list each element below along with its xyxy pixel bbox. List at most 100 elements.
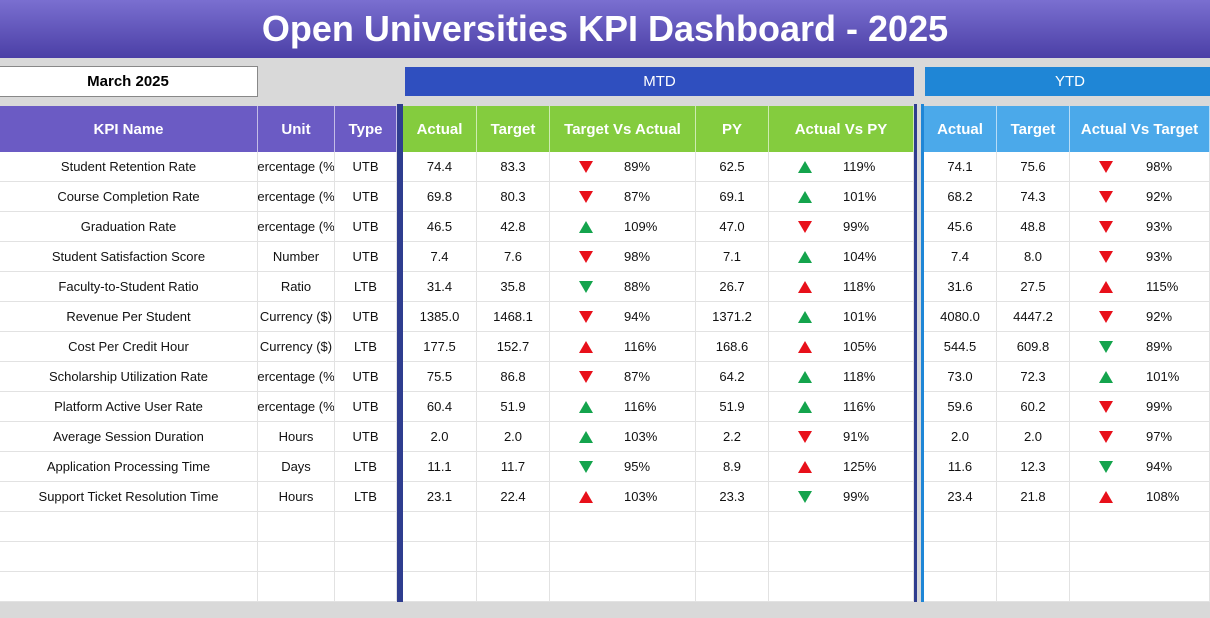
arrow-shape bbox=[1099, 370, 1113, 383]
value-cell: 42.8 bbox=[477, 212, 550, 242]
type-cell: UTB bbox=[335, 182, 397, 212]
value-cell: 51.9 bbox=[696, 392, 769, 422]
value-cell: 73.0 bbox=[924, 362, 997, 392]
value-cell: 544.5 bbox=[924, 332, 997, 362]
percent-cell: 98% bbox=[1070, 152, 1210, 182]
value-cell: 22.4 bbox=[477, 482, 550, 512]
value-cell: 69.1 bbox=[696, 182, 769, 212]
arrow-down bbox=[1099, 250, 1113, 263]
percent-value: 119% bbox=[843, 159, 876, 174]
column-header: PY bbox=[696, 106, 769, 152]
type-cell: LTB bbox=[335, 452, 397, 482]
percent-value: 92% bbox=[1146, 189, 1173, 204]
arrow-shape bbox=[579, 490, 593, 503]
percent-value: 98% bbox=[624, 249, 651, 264]
empty-cell bbox=[1070, 542, 1210, 572]
arrow-down bbox=[798, 430, 812, 443]
arrow-shape bbox=[579, 460, 593, 473]
value-cell: 75.5 bbox=[403, 362, 477, 392]
arrow-down bbox=[579, 190, 593, 203]
arrow-down bbox=[579, 250, 593, 263]
value-cell: 609.8 bbox=[997, 332, 1070, 362]
arrow-down bbox=[1099, 430, 1113, 443]
type-cell: UTB bbox=[335, 422, 397, 452]
percent-cell: 88% bbox=[550, 272, 696, 302]
percent-value: 88% bbox=[624, 279, 651, 294]
percent-value: 103% bbox=[624, 489, 658, 504]
percent-cell: 97% bbox=[1070, 422, 1210, 452]
percent-cell: 115% bbox=[1070, 272, 1210, 302]
percent-cell: 94% bbox=[550, 302, 696, 332]
percent-cell: 116% bbox=[550, 332, 696, 362]
arrow-up bbox=[579, 400, 593, 413]
kpi-name: Revenue Per Student bbox=[0, 302, 258, 332]
empty-cell bbox=[696, 512, 769, 542]
empty-cell bbox=[258, 512, 335, 542]
arrow-up bbox=[798, 460, 812, 473]
percent-value: 87% bbox=[624, 369, 651, 384]
empty-cell bbox=[335, 542, 397, 572]
value-cell: 11.6 bbox=[924, 452, 997, 482]
value-cell: 80.3 bbox=[477, 182, 550, 212]
mtd-banner: MTD bbox=[405, 67, 914, 96]
value-cell: 1468.1 bbox=[477, 302, 550, 332]
arrow-shape bbox=[798, 400, 812, 413]
percent-cell: 99% bbox=[1070, 392, 1210, 422]
value-cell: 2.2 bbox=[696, 422, 769, 452]
column-header: KPI Name bbox=[0, 106, 258, 152]
percent-value: 125% bbox=[843, 459, 877, 474]
arrow-down bbox=[1099, 400, 1113, 413]
arrow-shape bbox=[579, 280, 593, 293]
percent-value: 93% bbox=[1146, 219, 1173, 234]
value-cell: 23.1 bbox=[403, 482, 477, 512]
value-cell: 45.6 bbox=[924, 212, 997, 242]
arrow-down bbox=[579, 370, 593, 383]
value-cell: 31.4 bbox=[403, 272, 477, 302]
arrow-down bbox=[1099, 190, 1113, 203]
percent-cell: 101% bbox=[1070, 362, 1210, 392]
percent-value: 104% bbox=[843, 249, 877, 264]
percent-cell: 99% bbox=[769, 482, 914, 512]
arrow-shape bbox=[798, 250, 812, 263]
percent-value: 116% bbox=[843, 399, 876, 414]
percent-value: 116% bbox=[624, 399, 657, 414]
kpi-name: Student Satisfaction Score bbox=[0, 242, 258, 272]
value-cell: 74.4 bbox=[403, 152, 477, 182]
value-cell: 168.6 bbox=[696, 332, 769, 362]
empty-cell bbox=[0, 512, 258, 542]
column-header: Actual Vs Target bbox=[1070, 106, 1210, 152]
empty-cell bbox=[335, 512, 397, 542]
arrow-shape bbox=[1099, 280, 1113, 293]
empty-cell bbox=[924, 512, 997, 542]
kpi-name: Course Completion Rate bbox=[0, 182, 258, 212]
value-cell: 64.2 bbox=[696, 362, 769, 392]
unit-cell: Ratio bbox=[258, 272, 335, 302]
arrow-shape bbox=[579, 310, 593, 323]
percent-value: 105% bbox=[843, 339, 877, 354]
percent-cell: 93% bbox=[1070, 242, 1210, 272]
arrow-shape bbox=[1099, 460, 1113, 473]
empty-cell bbox=[258, 572, 335, 602]
percent-cell: 92% bbox=[1070, 302, 1210, 332]
percent-value: 89% bbox=[624, 159, 651, 174]
value-cell: 8.0 bbox=[997, 242, 1070, 272]
value-cell: 7.1 bbox=[696, 242, 769, 272]
value-cell: 26.7 bbox=[696, 272, 769, 302]
percent-value: 92% bbox=[1146, 309, 1173, 324]
percent-cell: 91% bbox=[769, 422, 914, 452]
value-cell: 72.3 bbox=[997, 362, 1070, 392]
arrow-shape bbox=[1099, 160, 1113, 173]
empty-cell bbox=[696, 572, 769, 602]
value-cell: 51.9 bbox=[477, 392, 550, 422]
value-cell: 1385.0 bbox=[403, 302, 477, 332]
column-header: Target bbox=[477, 106, 550, 152]
value-cell: 60.4 bbox=[403, 392, 477, 422]
value-cell: 8.9 bbox=[696, 452, 769, 482]
month-selector[interactable]: March 2025 bbox=[0, 66, 258, 97]
percent-value: 94% bbox=[624, 309, 651, 324]
percent-value: 99% bbox=[843, 219, 870, 234]
empty-cell bbox=[0, 572, 258, 602]
type-cell: UTB bbox=[335, 152, 397, 182]
kpi-name: Graduation Rate bbox=[0, 212, 258, 242]
